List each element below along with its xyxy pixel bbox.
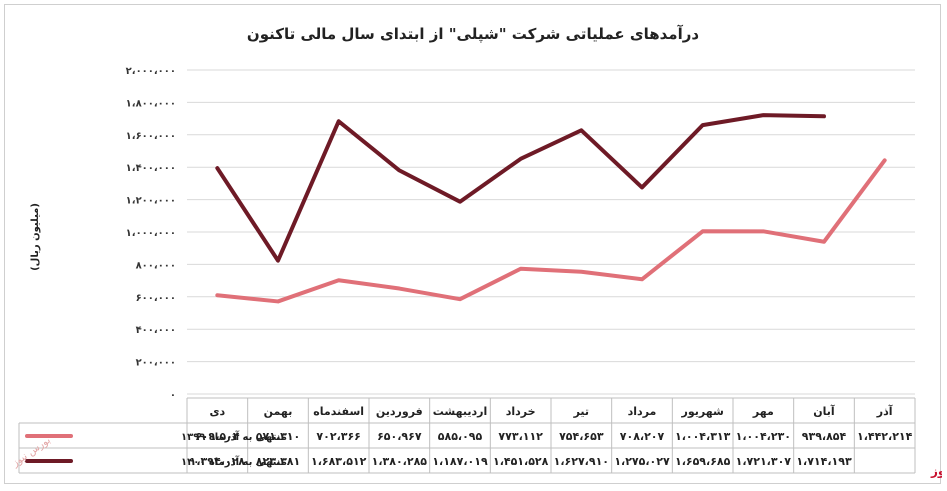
y-tick-label: ۶۰۰،۰۰۰ bbox=[136, 293, 176, 304]
data-label: ۱،۷۱۴،۱۹۳ bbox=[796, 455, 852, 468]
y-axis-ticks: ۰ ۲۰۰،۰۰۰ ۴۰۰،۰۰۰ ۶۰۰،۰۰۰ ۸۰۰،۰۰۰ ۱،۰۰۰،۰۰۰ ۱،… bbox=[126, 66, 176, 401]
category-label: مهر bbox=[752, 405, 774, 418]
y-tick-label: ۱،۴۰۰،۰۰۰ bbox=[126, 163, 176, 174]
y-tick-label: ۴۰۰،۰۰۰ bbox=[136, 325, 176, 336]
legend-label-0: منتهی به آذرماه ۱۳۹۹ bbox=[181, 430, 287, 443]
y-tick-label: ۱،۶۰۰،۰۰۰ bbox=[126, 131, 176, 142]
series-lines bbox=[215, 113, 887, 304]
category-label: آذر bbox=[876, 404, 893, 418]
watermark-text: بورس نیوز bbox=[10, 435, 53, 470]
category-label: اسفندماه bbox=[313, 405, 364, 418]
data-label: ۱،۲۷۵،۰۲۷ bbox=[614, 455, 670, 468]
y-tick-label: ۲۰۰،۰۰۰ bbox=[136, 358, 176, 369]
chart-frame: درآمدهای عملیاتی شرکت "شپلی" از ابتدای س… bbox=[4, 4, 942, 484]
category-label: مرداد bbox=[628, 405, 657, 418]
data-table: آذر آبان مهر شهریور مرداد تیر خرداد اردیبهشت فرو… bbox=[18, 397, 916, 474]
series-line-0 bbox=[215, 158, 887, 304]
y-tick-label: ۱،۲۰۰،۰۰۰ bbox=[126, 196, 176, 207]
category-label: خرداد bbox=[506, 405, 536, 418]
gridlines bbox=[187, 69, 915, 395]
data-label: ۷۰۸،۲۰۷ bbox=[620, 430, 665, 443]
y-tick-label: ۰ bbox=[170, 390, 176, 401]
data-label: ۷۵۴،۶۵۳ bbox=[559, 430, 604, 443]
data-label: ۱،۱۸۷،۰۱۹ bbox=[432, 455, 488, 468]
legend-label-1: منتهی به آذرماه ۱۴۰۰ bbox=[181, 455, 287, 468]
data-label: ۱،۳۸۰،۲۸۵ bbox=[372, 455, 428, 468]
data-label: ۵۸۵،۰۹۵ bbox=[438, 430, 483, 443]
data-label: ۵۷۱،۳۱۰ bbox=[256, 430, 300, 443]
y-tick-label: ۲،۰۰۰،۰۰۰ bbox=[126, 66, 176, 77]
data-label: ۱،۰۰۴،۳۱۳ bbox=[675, 430, 731, 443]
data-label: ۱،۶۲۷،۹۱۰ bbox=[554, 455, 609, 468]
data-label: ۷۷۳،۱۱۲ bbox=[498, 430, 543, 443]
category-label: اردیبهشت bbox=[433, 405, 487, 418]
category-label: دی bbox=[209, 405, 225, 418]
data-label: ۶۰۹،۵۰۴ bbox=[195, 430, 240, 443]
category-label: شهریور bbox=[681, 405, 724, 418]
y-axis-label: (میلیون ریال) bbox=[30, 203, 41, 271]
data-label: ۹۳۹،۸۵۴ bbox=[802, 430, 847, 443]
data-label: ۱،۰۰۴،۲۳۰ bbox=[736, 430, 791, 443]
y-tick-label: ۸۰۰،۰۰۰ bbox=[136, 260, 176, 271]
y-tick-label: ۱،۸۰۰،۰۰۰ bbox=[126, 98, 176, 109]
data-label: ۷۰۲،۳۶۶ bbox=[316, 430, 360, 443]
category-label: فروردین bbox=[376, 405, 423, 418]
chart-title: درآمدهای عملیاتی شرکت "شپلی" از ابتدای س… bbox=[247, 25, 699, 44]
data-label: ۱،۴۴۲،۲۱۴ bbox=[857, 430, 913, 443]
series-line-1 bbox=[215, 113, 826, 263]
data-label: ۸۲۳،۳۸۱ bbox=[256, 455, 300, 468]
data-label: ۱،۷۲۱،۳۰۷ bbox=[736, 455, 792, 468]
data-label: ۱،۶۸۳،۵۱۲ bbox=[311, 455, 367, 468]
data-label: ۱،۴۵۱،۵۲۸ bbox=[493, 455, 549, 468]
data-label: ۱،۳۹۴،۰۲۸ bbox=[190, 455, 246, 468]
data-label: ۱،۶۵۹،۶۸۵ bbox=[675, 455, 731, 468]
category-label: آبان bbox=[813, 404, 835, 418]
y-tick-label: ۱،۰۰۰،۰۰۰ bbox=[126, 228, 176, 239]
category-label: تیر bbox=[573, 405, 589, 418]
data-label: ۶۵۰،۹۶۷ bbox=[377, 430, 422, 443]
chart-svg: درآمدهای عملیاتی شرکت "شپلی" از ابتدای س… bbox=[10, 25, 942, 479]
source-label: بورس نیوز bbox=[930, 464, 942, 479]
category-label: بهمن bbox=[264, 405, 293, 418]
